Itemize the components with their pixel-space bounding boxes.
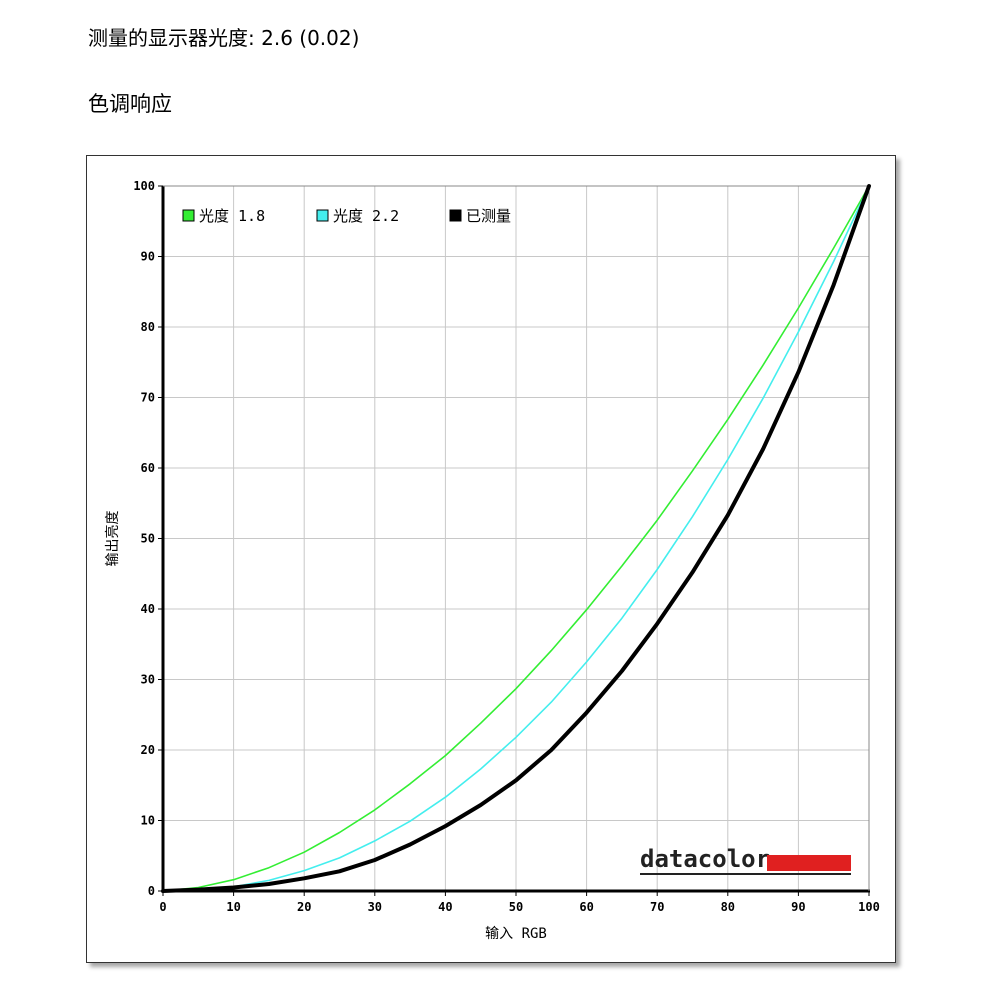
legend-label-3: 已测量 bbox=[466, 207, 511, 225]
x-tick-label-80: 80 bbox=[721, 900, 735, 914]
chart-series-lines bbox=[161, 184, 871, 893]
chart-grid bbox=[162, 185, 870, 892]
measured-gamma-line: 测量的显示器光度: 2.6 (0.02) bbox=[88, 22, 359, 51]
legend-label-2: 光度 2.2 bbox=[333, 207, 399, 225]
y-tick-label-30: 30 bbox=[141, 673, 155, 687]
y-axis-label: 输出亮度 bbox=[104, 511, 121, 567]
datacolor-logo: datacolor bbox=[640, 845, 851, 875]
y-tick-label-90: 90 bbox=[141, 250, 155, 264]
y-tick-label-40: 40 bbox=[141, 602, 155, 616]
x-tick-label-50: 50 bbox=[509, 900, 523, 914]
chart-axes bbox=[158, 185, 870, 896]
series-line-2 bbox=[162, 185, 870, 892]
legend-swatch-3 bbox=[449, 209, 462, 222]
y-tick-label-60: 60 bbox=[141, 461, 155, 475]
x-tick-label-10: 10 bbox=[226, 900, 240, 914]
x-tick-label-20: 20 bbox=[297, 900, 311, 914]
y-tick-label-20: 20 bbox=[141, 743, 155, 757]
x-axis-label: 输入 RGB bbox=[485, 926, 547, 942]
x-tick-label-90: 90 bbox=[791, 900, 805, 914]
chart-svg: 0 10 20 30 40 50 60 70 80 90 100 0 10 20 30 40 50 60 70 80 9… bbox=[104, 179, 880, 942]
datacolor-logo-bar bbox=[767, 855, 851, 871]
section-title: 色调响应 bbox=[88, 92, 172, 116]
legend-label-1: 光度 1.8 bbox=[199, 207, 265, 225]
gamma-label: 测量的显示器光度: bbox=[88, 26, 255, 50]
series-line-3 bbox=[161, 184, 871, 893]
y-tick-label-70: 70 bbox=[141, 391, 155, 405]
x-tick-label-40: 40 bbox=[438, 900, 452, 914]
y-tick-label-100: 100 bbox=[133, 179, 155, 193]
y-tick-label-10: 10 bbox=[141, 814, 155, 828]
series-line-1 bbox=[162, 185, 870, 892]
y-tick-label-50: 50 bbox=[141, 532, 155, 546]
x-tick-label-30: 30 bbox=[368, 900, 382, 914]
y-tick-label-0: 0 bbox=[148, 884, 155, 898]
y-tick-label-80: 80 bbox=[141, 320, 155, 334]
chart-tick-labels: 0 10 20 30 40 50 60 70 80 90 100 0 10 20 30 40 50 60 70 80 9… bbox=[133, 179, 880, 914]
gamma-value: 2.6 (0.02) bbox=[261, 26, 360, 50]
x-tick-label-0: 0 bbox=[159, 900, 166, 914]
x-tick-label-70: 70 bbox=[650, 900, 664, 914]
datacolor-logo-text: datacolor bbox=[640, 845, 770, 873]
tone-response-chart: 0 10 20 30 40 50 60 70 80 90 100 0 10 20 30 40 50 60 70 80 9… bbox=[86, 155, 896, 963]
x-tick-label-100: 100 bbox=[858, 900, 880, 914]
x-tick-label-60: 60 bbox=[579, 900, 593, 914]
legend-swatch-2 bbox=[316, 209, 329, 222]
datacolor-logo-underline bbox=[640, 873, 851, 875]
legend-swatch-1 bbox=[182, 209, 195, 222]
chart-legend: 光度 1.8 光度 2.2 已测量 bbox=[182, 207, 511, 225]
